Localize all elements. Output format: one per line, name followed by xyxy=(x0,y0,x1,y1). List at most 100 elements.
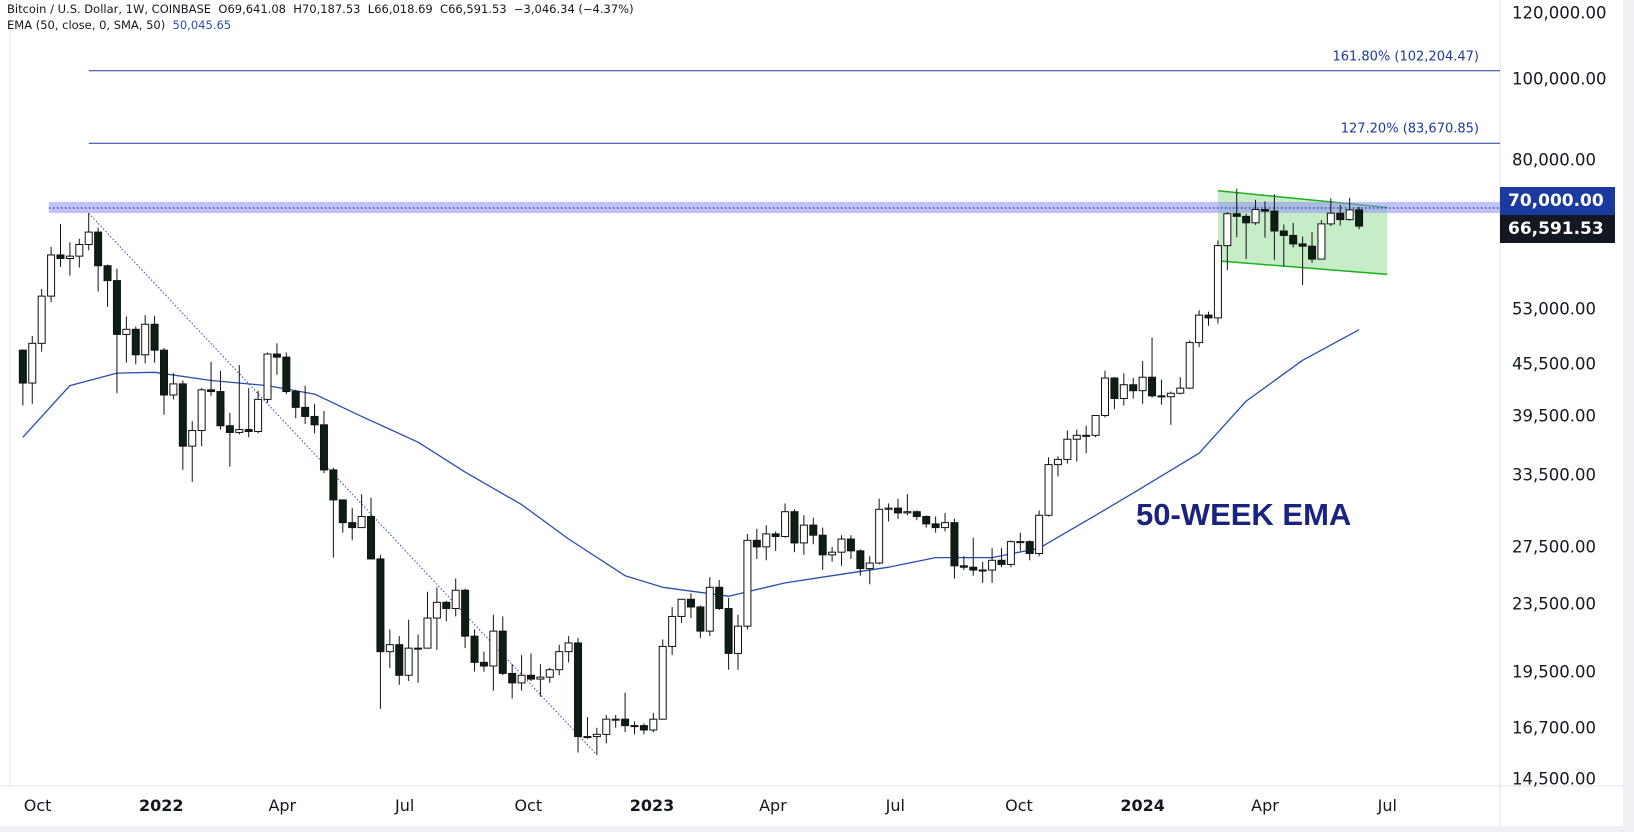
price-axis-label: 80,000.00 xyxy=(1512,150,1596,170)
candle-bullish xyxy=(235,365,244,435)
candle-bullish xyxy=(1082,425,1091,454)
candle-bullish xyxy=(884,503,893,522)
candle-bullish xyxy=(1195,310,1204,348)
time-axis-label: Apr xyxy=(759,796,787,815)
candle-body xyxy=(771,533,780,537)
candle-bullish xyxy=(1101,370,1109,418)
candle-body xyxy=(1223,213,1232,247)
candle-body xyxy=(621,718,630,727)
candle-body xyxy=(37,295,46,344)
candle-bullish xyxy=(988,548,997,583)
indicator-value: 50,045.65 xyxy=(172,18,232,32)
candle-body xyxy=(639,725,648,731)
candle-bullish xyxy=(1006,540,1015,568)
candle-bullish xyxy=(1223,212,1232,271)
candle-body xyxy=(828,551,837,556)
candle-body xyxy=(903,511,912,514)
time-axis-label: 2022 xyxy=(139,796,184,815)
candle-body xyxy=(526,674,535,680)
candle-body xyxy=(442,601,451,610)
candle-bullish xyxy=(1016,532,1025,551)
candle-bearish xyxy=(1110,377,1119,410)
candle-body xyxy=(310,415,319,426)
candle-bearish xyxy=(1336,204,1345,226)
candle-body xyxy=(1157,395,1166,398)
candle-body xyxy=(160,349,168,396)
candle-body xyxy=(658,645,667,720)
candle-body xyxy=(1317,223,1326,260)
candle-bearish xyxy=(160,347,168,415)
candle-body xyxy=(1279,230,1288,236)
candle-body xyxy=(65,255,74,260)
candle-body xyxy=(385,644,394,653)
candle-bearish xyxy=(1232,188,1241,238)
candle-bullish xyxy=(169,373,178,400)
candle-bearish xyxy=(348,508,357,541)
indicator-legend[interactable]: EMA (50, close, 0, SMA, 50) 50,045.65 xyxy=(7,18,231,32)
candle-bullish xyxy=(1091,415,1100,438)
candle-bearish xyxy=(639,723,648,735)
candle-bearish xyxy=(856,549,865,576)
candle-body xyxy=(583,736,592,739)
candle-body xyxy=(122,328,131,335)
candle-body xyxy=(574,642,583,738)
candle-body xyxy=(197,389,206,432)
candle-bearish xyxy=(715,579,724,611)
ema-50-line xyxy=(22,329,1360,597)
candle-bearish xyxy=(442,600,451,622)
symbol-legend: Bitcoin / U.S. Dollar, 1W, COINBASE O69,… xyxy=(7,2,634,16)
candle-bearish xyxy=(1279,224,1288,267)
candle-bullish xyxy=(649,712,658,733)
candle-bearish xyxy=(131,326,140,365)
candle-bearish xyxy=(150,315,159,363)
candle-bearish xyxy=(272,343,281,375)
candle-body xyxy=(1072,434,1081,440)
fib-level-label: 161.80% (102,204.47) xyxy=(1332,49,1479,65)
candle-bearish xyxy=(1242,213,1251,260)
candle-body xyxy=(1213,245,1222,319)
candle-bullish xyxy=(583,717,592,739)
candle-body xyxy=(84,231,93,245)
candle-bearish xyxy=(818,527,827,571)
candle-bullish xyxy=(978,561,987,583)
candle-bullish xyxy=(517,655,526,691)
candle-body xyxy=(818,534,827,556)
candle-bearish xyxy=(244,388,253,438)
candle-bullish xyxy=(254,390,263,434)
candle-body xyxy=(724,608,733,654)
candle-body xyxy=(752,539,761,548)
candle-bullish xyxy=(611,714,620,728)
candle-body xyxy=(479,661,488,667)
candle-body xyxy=(404,647,413,676)
candle-bullish xyxy=(837,535,846,566)
candle-bullish xyxy=(1044,457,1053,517)
price-axis-label: 45,500.00 xyxy=(1512,354,1596,374)
candle-body xyxy=(884,507,893,510)
candle-body xyxy=(555,651,564,671)
indicator-name: EMA (50, close, 0, SMA, 50) xyxy=(7,18,166,32)
candle-body xyxy=(912,511,921,518)
candle-bullish xyxy=(545,667,554,683)
candle-body xyxy=(865,562,874,570)
candle-bullish xyxy=(781,503,790,538)
candle-body xyxy=(1044,464,1053,516)
price-axis-label: 23,500.00 xyxy=(1512,594,1596,614)
candle-bearish xyxy=(216,370,225,430)
candle-body xyxy=(1110,377,1119,399)
candle-bearish xyxy=(1308,232,1317,263)
candle-body xyxy=(705,586,714,632)
candle-body xyxy=(1035,514,1044,555)
candle-body xyxy=(686,598,695,608)
candle-bearish xyxy=(1260,201,1269,238)
candle-bullish xyxy=(592,727,601,755)
candle-body xyxy=(649,718,658,731)
price-axis-label: 120,000.00 xyxy=(1512,3,1607,22)
candle-bullish xyxy=(875,498,884,565)
candle-bearish xyxy=(724,597,733,670)
candle-bearish xyxy=(338,499,347,533)
candle-body xyxy=(978,569,987,572)
candle-bearish xyxy=(103,264,112,307)
candle-body xyxy=(1308,245,1317,260)
